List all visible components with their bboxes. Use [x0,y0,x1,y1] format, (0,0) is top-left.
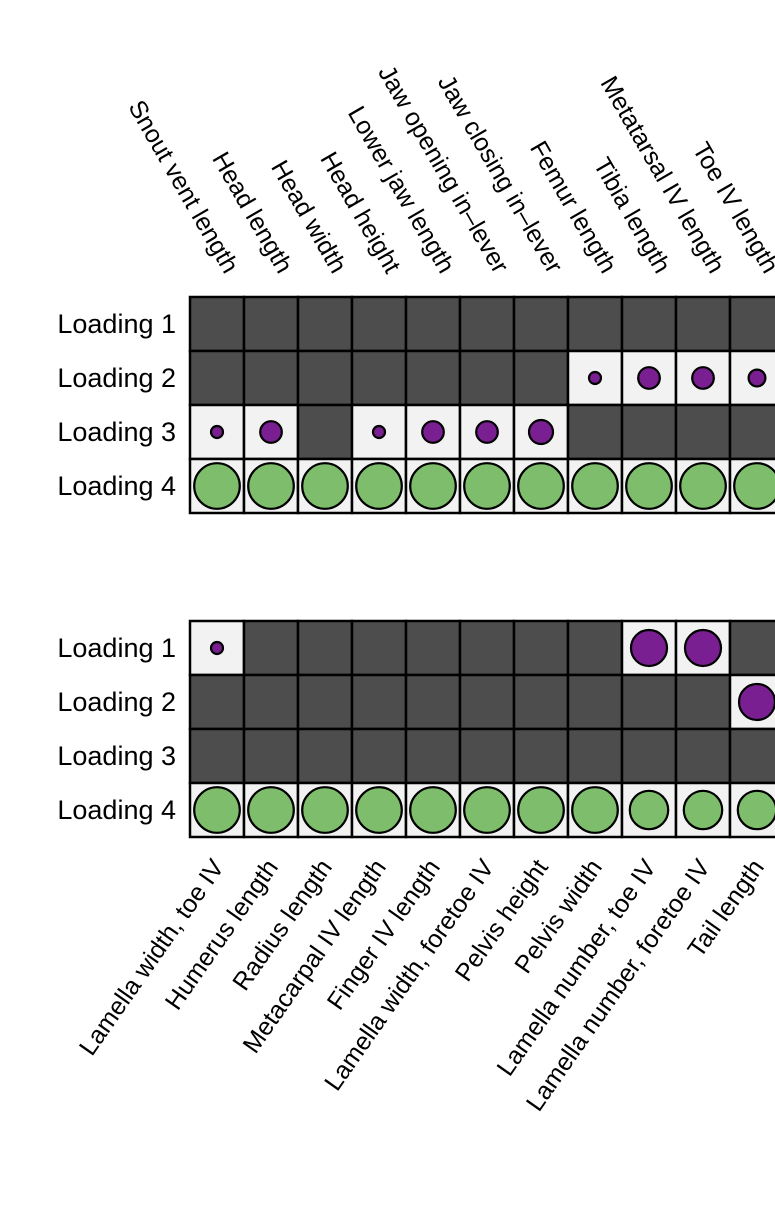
positive-loading-dot [682,789,724,831]
positive-loading-dot [463,462,511,510]
heatmap-cell [728,403,775,461]
negative-loading-dot [747,368,767,388]
heatmap-cell [242,349,300,407]
heatmap-cell [404,727,462,785]
positive-loading-dot [247,786,295,834]
positive-loading-dot [193,786,241,834]
positive-loading-dot [679,462,727,510]
negative-loading-dot [475,420,499,444]
positive-loading-dot [733,462,775,510]
heatmap-cell [566,619,624,677]
heatmap-cell [512,619,570,677]
heatmap-cell [404,349,462,407]
heatmap-cell [674,403,732,461]
positive-loading-dot [355,462,403,510]
positive-loading-dot [571,462,619,510]
heatmap-cell [566,727,624,785]
heatmap-cell [674,727,732,785]
heatmap-cell [620,403,678,461]
heatmap-cell [674,673,732,731]
negative-loading-dot [527,418,555,446]
heatmap-cell [620,295,678,353]
heatmap-cell [188,727,246,785]
heatmap-cell [620,727,678,785]
heatmap-cell [296,403,354,461]
heatmap-cell [566,403,624,461]
heatmap-cell [512,727,570,785]
heatmap-cell [458,619,516,677]
heatmap-cell [296,727,354,785]
heatmap-cell [188,349,246,407]
positive-loading-dot [463,786,511,834]
heatmap-cell [458,727,516,785]
negative-loading-dot [209,640,225,656]
negative-loading-dot [629,628,669,668]
heatmap-cell [728,727,775,785]
positive-loading-dot [355,786,403,834]
positive-loading-dot [625,462,673,510]
positive-loading-dot [517,786,565,834]
heatmap-cell [350,295,408,353]
positive-loading-dot [409,462,457,510]
heatmap-cell [512,295,570,353]
heatmap-cell [512,673,570,731]
negative-loading-dot [421,420,445,444]
positive-loading-dot [247,462,295,510]
heatmap-cell [188,673,246,731]
heatmap-cell [296,295,354,353]
heatmap-cell [404,619,462,677]
negative-loading-dot [259,420,283,444]
negative-loading-dot [371,424,387,440]
heatmap-cell [674,295,732,353]
row-label: Loading 2 [57,687,176,717]
row-label: Loading 1 [57,309,176,339]
heatmap-cell [296,673,354,731]
heatmap-cell [350,673,408,731]
negative-loading-dot [587,370,603,386]
row-label: Loading 3 [57,741,176,771]
heatmap-cell [458,349,516,407]
heatmap-cell [242,727,300,785]
heatmap-cell [566,673,624,731]
positive-loading-dot [409,786,457,834]
row-label: Loading 3 [57,417,176,447]
heatmap-cell [242,619,300,677]
heatmap-cell [242,673,300,731]
heatmap-cell [242,295,300,353]
heatmap-cell [404,673,462,731]
positive-loading-dot [571,786,619,834]
row-label: Loading 4 [57,795,176,825]
negative-loading-dot [637,366,661,390]
positive-loading-dot [517,462,565,510]
heatmap-cell [512,349,570,407]
heatmap-cell [620,673,678,731]
row-label: Loading 2 [57,363,176,393]
positive-loading-dot [736,789,775,831]
heatmap-cell [350,619,408,677]
heatmap-cell [350,727,408,785]
heatmap-cell [296,349,354,407]
heatmap-cell [458,295,516,353]
row-label: Loading 4 [57,471,176,501]
negative-loading-dot [209,424,225,440]
positive-loading-dot [301,786,349,834]
negative-loading-dot [737,682,775,722]
heatmap-cell [404,295,462,353]
positive-loading-dot [301,462,349,510]
heatmap-cell [350,349,408,407]
heatmap-cell [728,295,775,353]
heatmap-cell [728,619,775,677]
row-label: Loading 1 [57,633,176,663]
heatmap-cell [566,295,624,353]
heatmap-cell [188,295,246,353]
heatmap-cell [296,619,354,677]
positive-loading-dot [628,789,670,831]
heatmap-cell [458,673,516,731]
negative-loading-dot [683,628,723,668]
negative-loading-dot [691,366,715,390]
positive-loading-dot [193,462,241,510]
